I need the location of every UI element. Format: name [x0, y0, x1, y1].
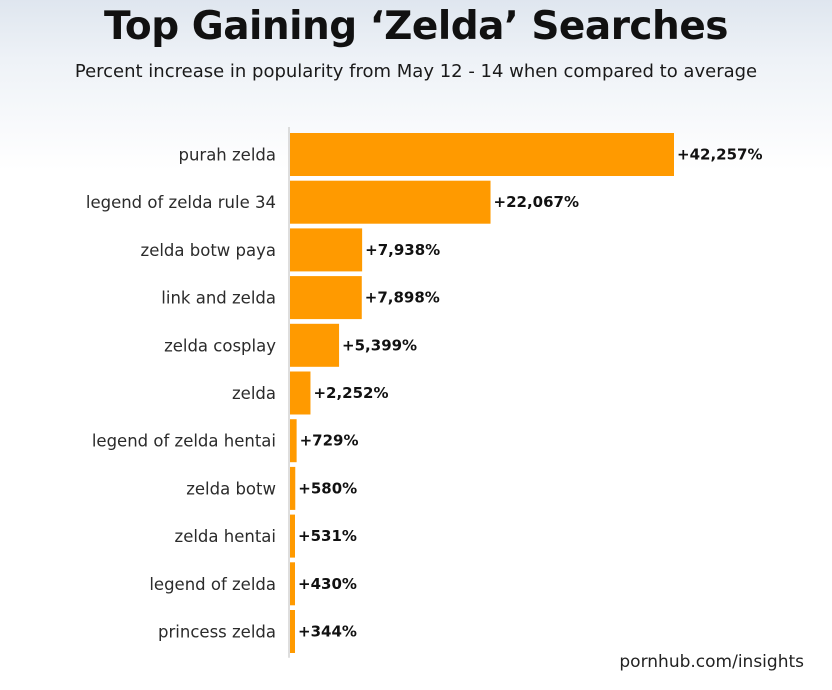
data-label: +531%	[298, 527, 357, 545]
data-label: +344%	[298, 623, 357, 641]
category-label: purah zelda	[178, 146, 276, 165]
data-label: +22,067%	[494, 193, 579, 211]
data-label: +7,898%	[365, 289, 440, 307]
bar	[290, 466, 296, 510]
data-label: +580%	[298, 479, 357, 497]
bar	[290, 562, 295, 606]
bar	[290, 228, 363, 272]
category-label: legend of zelda	[149, 575, 276, 594]
data-label: +5,399%	[342, 336, 417, 354]
category-label: legend of zelda rule 34	[86, 193, 276, 212]
category-label: legend of zelda hentai	[92, 432, 276, 451]
bar	[290, 610, 295, 653]
source-credit: pornhub.com/insights	[619, 652, 804, 672]
bar	[290, 276, 362, 320]
category-label: zelda botw	[186, 479, 276, 498]
bar	[290, 419, 297, 463]
data-label: +430%	[298, 575, 357, 593]
data-label: +2,252%	[313, 384, 388, 402]
chart-title: Top Gaining ‘Zelda’ Searches	[104, 4, 728, 49]
category-label: zelda	[232, 384, 276, 403]
bar	[290, 371, 311, 415]
data-label: +42,257%	[677, 146, 762, 164]
data-label: +729%	[300, 432, 359, 450]
data-label: +7,938%	[365, 241, 440, 259]
category-label: zelda cosplay	[164, 336, 276, 355]
category-label: link and zelda	[161, 289, 276, 308]
category-label: princess zelda	[158, 623, 276, 642]
category-label: zelda botw paya	[141, 241, 276, 260]
bar	[290, 133, 674, 176]
bar	[290, 180, 491, 224]
bar	[290, 514, 295, 558]
category-label: zelda hentai	[175, 527, 276, 546]
chart-subtitle: Percent increase in popularity from May …	[74, 61, 758, 82]
bar	[290, 323, 340, 367]
